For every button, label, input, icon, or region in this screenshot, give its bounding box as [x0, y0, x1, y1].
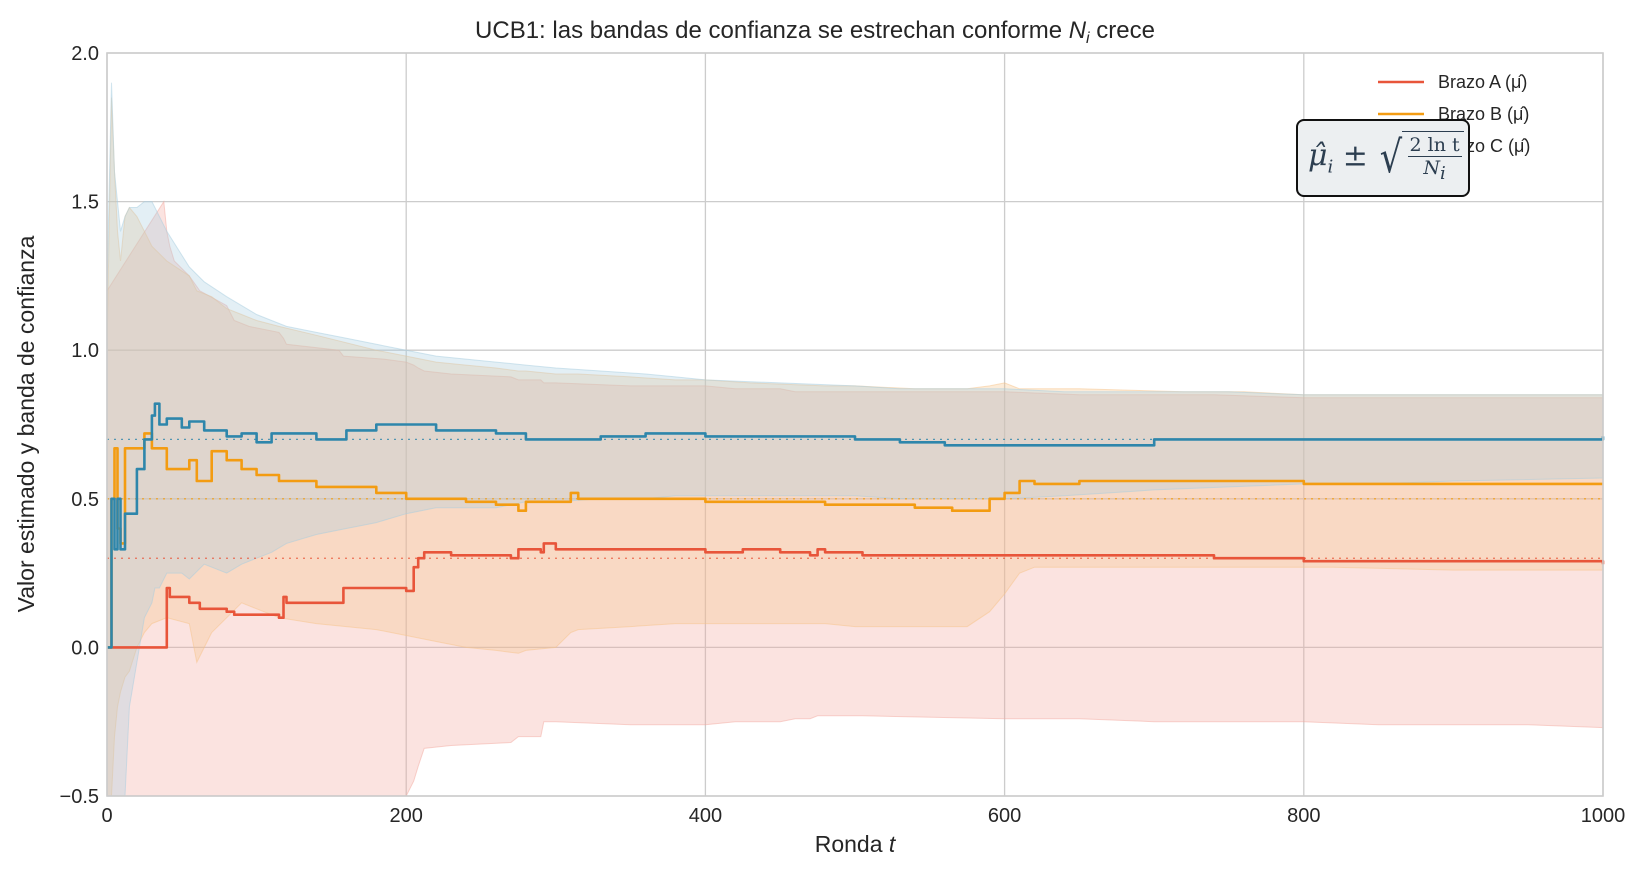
ucb-formula: μ̂i ± √ 2 ln t Ni — [1308, 131, 1464, 184]
y-tick-label: 1.5 — [71, 192, 99, 214]
x-axis-ticks: 0 200 400 600 800 1000 — [101, 805, 1625, 827]
estimate-line — [107, 432, 1603, 649]
y-tick-label: 0.5 — [71, 489, 99, 511]
x-tick-label: 200 — [390, 805, 423, 827]
x-axis-label: Ronda t — [815, 831, 897, 857]
x-tick-label: 0 — [101, 805, 112, 827]
y-tick-label: −0.5 — [60, 786, 99, 808]
estimate-lines — [107, 402, 1605, 649]
estimate-line — [107, 402, 1605, 649]
x-tick-label: 800 — [1287, 805, 1320, 827]
y-tick-label: 1.0 — [71, 340, 99, 362]
y-axis-ticks: −0.5 0.0 0.5 1.0 1.5 2.0 — [60, 43, 99, 808]
x-tick-label: 600 — [988, 805, 1021, 827]
y-axis-label: Valor estimado y banda de confianza — [13, 235, 39, 612]
ucb-formula-annotation: μ̂i ± √ 2 ln t Ni — [1296, 119, 1470, 197]
y-tick-label: 0.0 — [71, 637, 99, 659]
chart-title: UCB1: las bandas de confianza se estrech… — [475, 17, 1155, 47]
estimate-line — [107, 542, 1605, 649]
plot-frame — [106, 52, 1604, 797]
y-tick-label: 2.0 — [71, 43, 99, 65]
x-tick-label: 1000 — [1581, 805, 1626, 827]
x-tick-label: 400 — [689, 805, 722, 827]
legend-label: Brazo A (μ̂) — [1438, 72, 1527, 92]
